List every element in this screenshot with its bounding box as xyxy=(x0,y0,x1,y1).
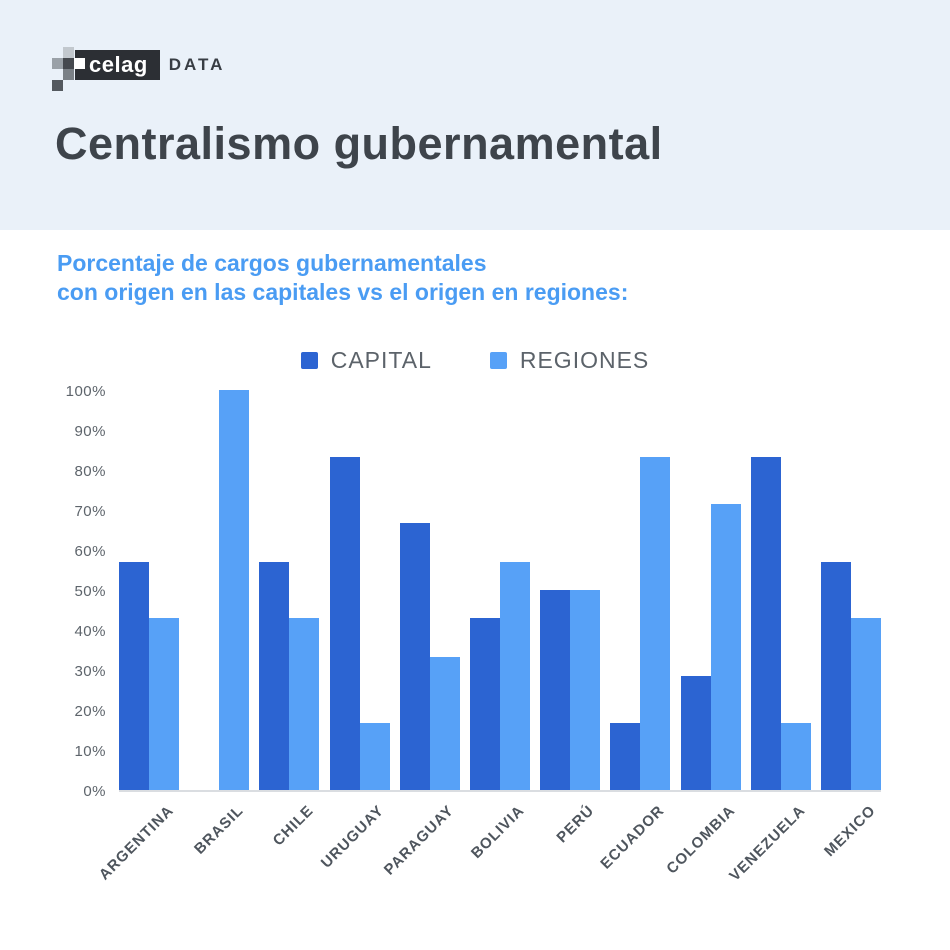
bar-bolivia-capital xyxy=(469,618,500,790)
bar-paraguay-regiones xyxy=(429,656,460,790)
bar-chart-plot: ARGENTINA BRASIL CHILE URUGUAY PARAGUAY BOLIV… xyxy=(96,390,881,885)
bar-group-argentina: ARGENTINA xyxy=(96,392,179,883)
logo-mosaic-cell xyxy=(63,69,74,80)
logo-suffix-text: DATA xyxy=(168,55,226,74)
bar-group-paraguay: PARAGUAY xyxy=(381,392,460,879)
bar-uruguay-capital xyxy=(329,456,360,790)
logo-mosaic-cell xyxy=(63,47,74,58)
bar-group-venezuela: VENEZUELA xyxy=(726,392,811,885)
x-axis-label-ecuador: ECUADOR xyxy=(597,802,669,873)
x-axis-label-mexico: MEXICO xyxy=(820,802,879,861)
bar-colombia-capital xyxy=(680,675,711,790)
bar-group-bolivia: BOLIVIA xyxy=(468,392,530,862)
x-axis-label-uruguay: URUGUAY xyxy=(317,802,388,872)
legend-label: CAPITAL xyxy=(330,347,432,373)
x-axis-label-colombia: COLOMBIA xyxy=(663,802,739,878)
bar-group-uruguay: URUGUAY xyxy=(318,392,390,872)
bar-bolivia-regiones xyxy=(499,561,530,790)
x-axis-label-brasil: BRASIL xyxy=(191,802,248,858)
bar-mexico-capital xyxy=(820,561,851,790)
chart-subtitle-line2: con origen en las capitales vs el origen… xyxy=(57,279,629,305)
y-tick-label: 0% xyxy=(83,783,106,800)
header-band: celag DATA Centralismo gubernamental xyxy=(0,0,950,230)
bar-argentina-capital xyxy=(119,561,149,790)
bar-group-peru: PERÚ xyxy=(540,392,601,846)
x-axis-label-venezuela: VENEZUELA xyxy=(726,802,809,885)
bar-peru-capital xyxy=(540,590,571,790)
y-tick-label: 20% xyxy=(74,703,106,720)
logo-brand-box: celag xyxy=(75,50,160,80)
logo-mosaic-cell xyxy=(52,80,63,91)
y-tick-label: 70% xyxy=(74,503,106,520)
logo-mosaic-cell xyxy=(74,58,85,69)
logo-brand-text: celag xyxy=(89,52,148,77)
y-tick-label: 10% xyxy=(74,743,106,760)
legend-item-regiones: REGIONES xyxy=(489,347,650,374)
bar-mexico-regiones xyxy=(850,618,881,790)
bar-brasil-regiones xyxy=(219,390,250,790)
logo-mosaic-cell xyxy=(63,58,74,69)
x-axis-label-argentina: ARGENTINA xyxy=(95,802,178,884)
bar-colombia-regiones xyxy=(710,504,741,790)
logo-mosaic-cell xyxy=(52,58,63,69)
y-tick-label: 100% xyxy=(65,383,106,400)
logo-mosaic-icon xyxy=(52,47,85,91)
bar-venezuela-capital xyxy=(750,456,781,790)
celag-logo: celag DATA xyxy=(52,47,226,91)
bar-uruguay-regiones xyxy=(359,723,390,790)
bar-paraguay-capital xyxy=(399,523,430,790)
y-tick-label: 80% xyxy=(74,463,106,480)
y-tick-label: 60% xyxy=(74,543,106,560)
x-axis-label-chile: CHILE xyxy=(270,802,318,850)
y-axis: 100% 90% 80% 70% 60% 50% 40% 30% 20% 10% 0% xyxy=(0,383,106,800)
bar-venezuela-regiones xyxy=(780,723,811,790)
chart-legend: CAPITAL REGIONES xyxy=(0,347,950,374)
y-tick-label: 90% xyxy=(74,423,106,440)
bar-chile-regiones xyxy=(289,618,320,790)
bar-ecuador-capital xyxy=(610,723,641,790)
x-axis-label-peru: PERÚ xyxy=(553,802,599,847)
bar-group-brasil: BRASIL xyxy=(189,390,250,858)
bar-group-ecuador: ECUADOR xyxy=(598,392,671,873)
y-tick-label: 50% xyxy=(74,583,106,600)
bar-group-chile: CHILE xyxy=(259,392,320,849)
legend-swatch-icon xyxy=(489,352,507,369)
legend-swatch-icon xyxy=(300,352,318,369)
x-axis-label-paraguay: PARAGUAY xyxy=(381,802,458,879)
legend-item-capital: CAPITAL xyxy=(300,347,432,374)
y-tick-label: 40% xyxy=(74,623,106,640)
bar-group-colombia: COLOMBIA xyxy=(663,392,741,877)
chart-subtitle: Porcentaje de cargos gubernamentales con… xyxy=(57,249,628,307)
bar-chile-capital xyxy=(259,561,290,790)
legend-label: REGIONES xyxy=(519,347,650,373)
bar-group-mexico: MEXICO xyxy=(820,392,881,860)
bar-peru-regiones xyxy=(570,590,601,790)
page-title: Centralismo gubernamental xyxy=(55,118,663,169)
bar-ecuador-regiones xyxy=(640,456,671,790)
x-axis-label-bolivia: BOLIVIA xyxy=(467,802,528,862)
chart-subtitle-line1: Porcentaje de cargos gubernamentales xyxy=(57,250,487,276)
bar-argentina-regiones xyxy=(149,618,179,790)
y-tick-label: 30% xyxy=(74,663,106,680)
